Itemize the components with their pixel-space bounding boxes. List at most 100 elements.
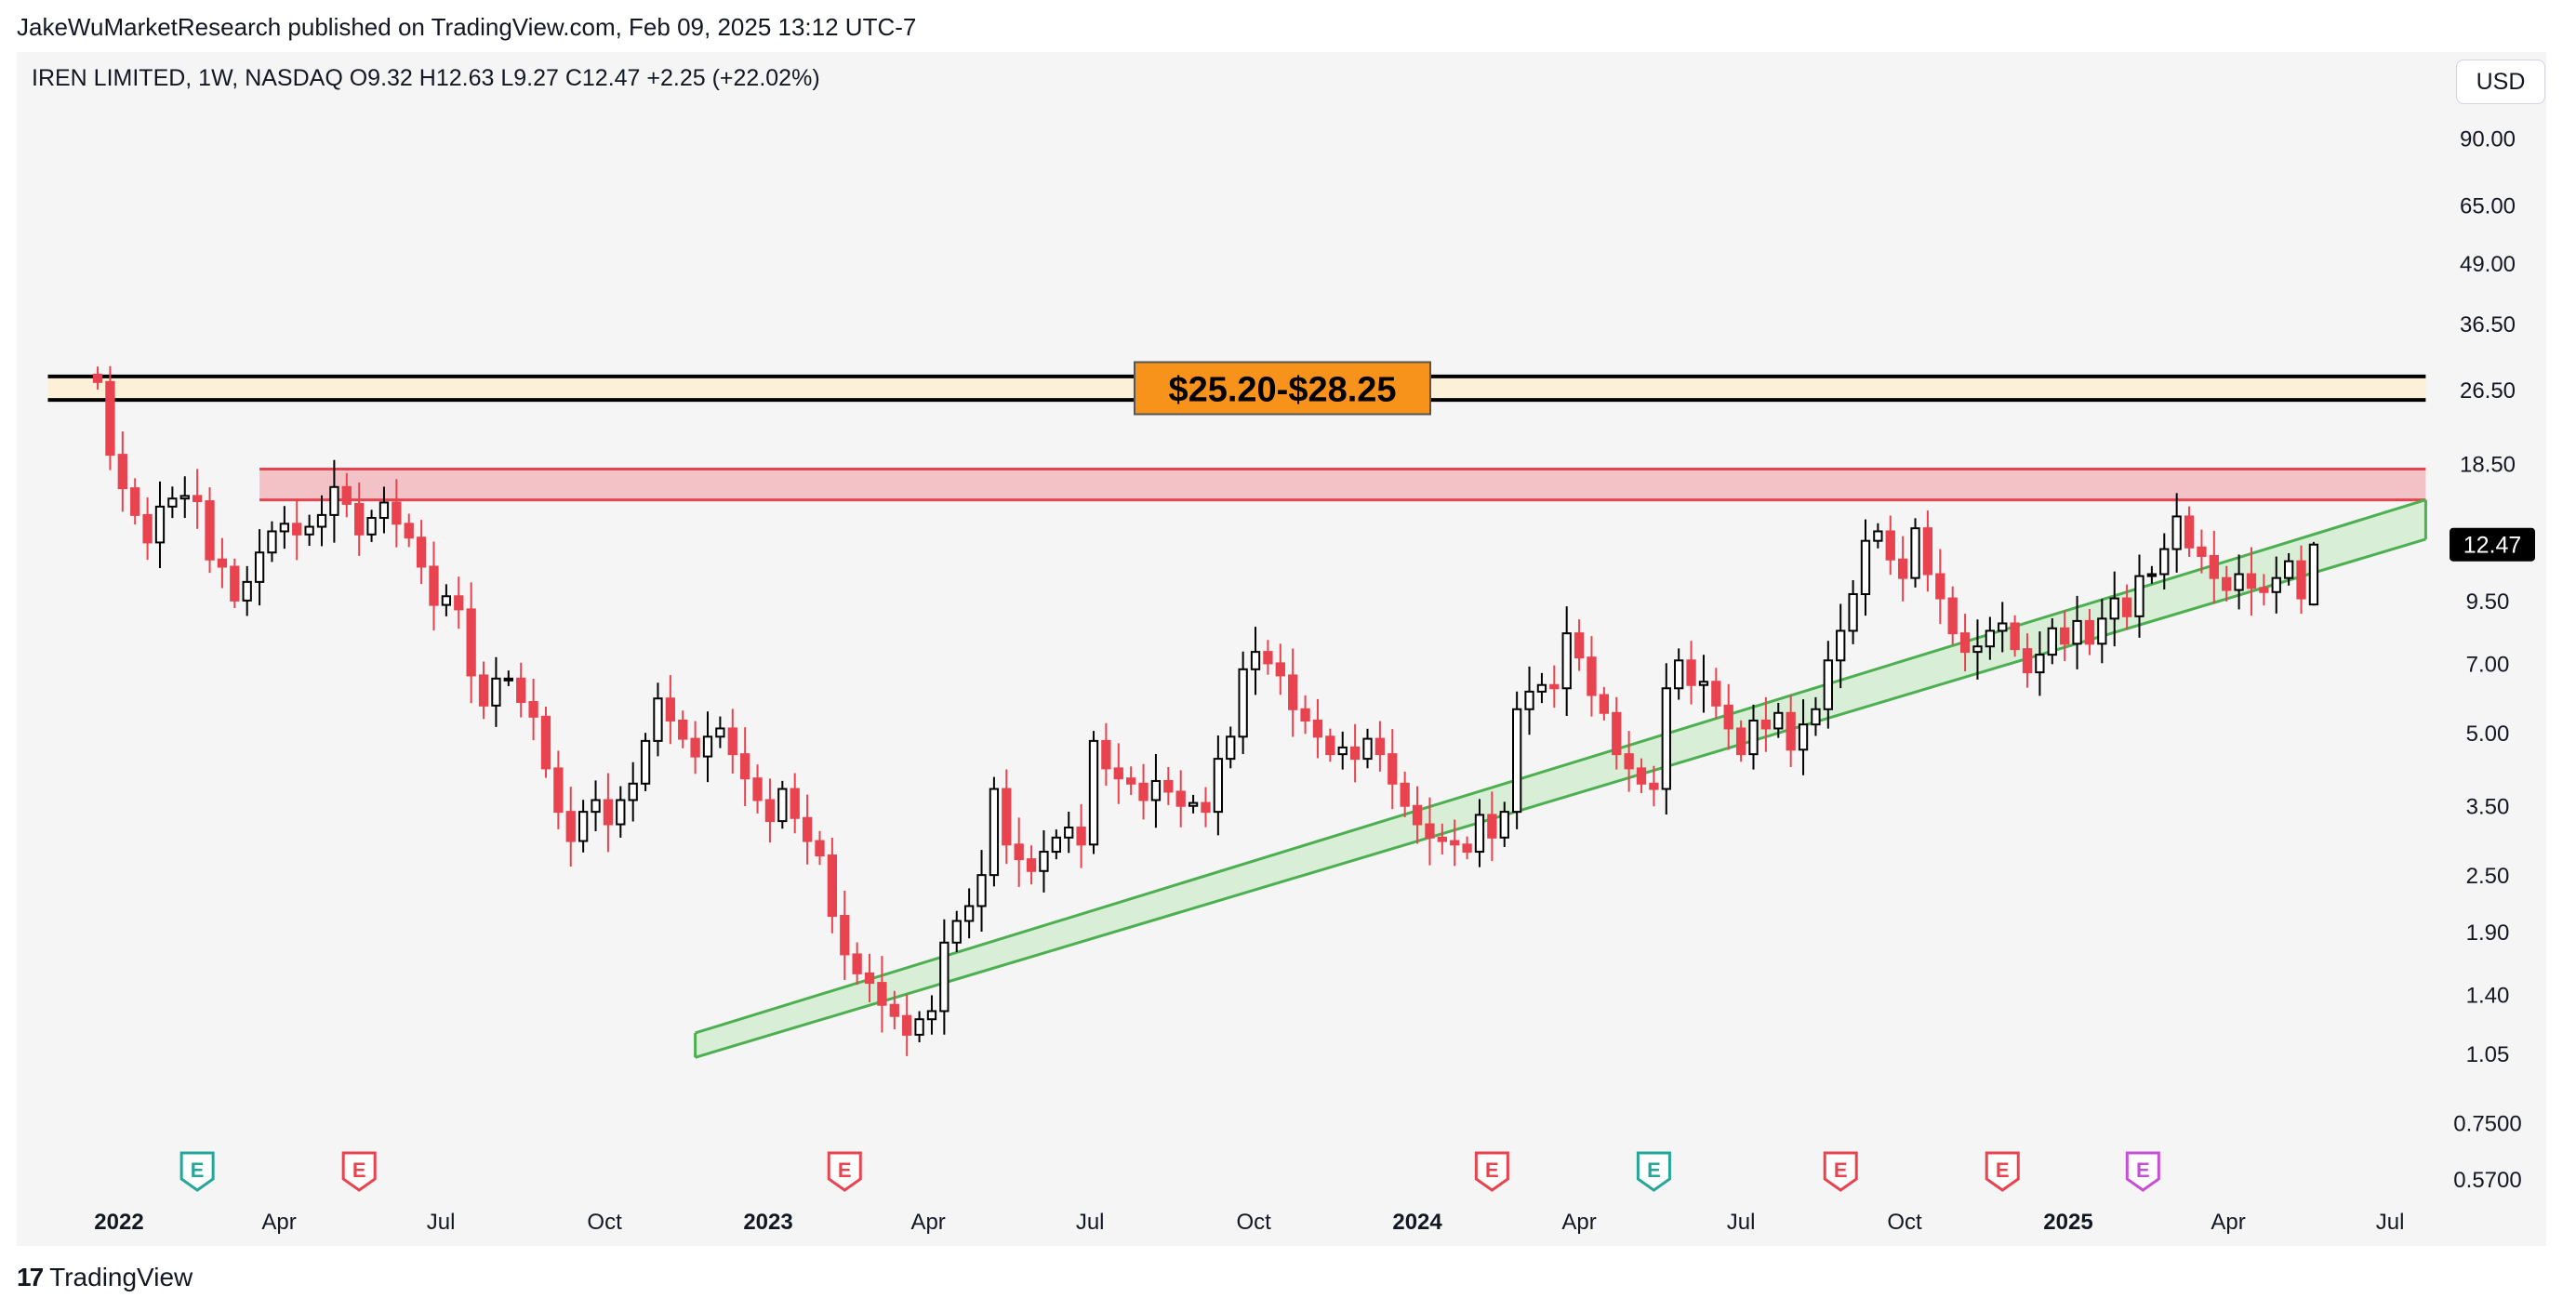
last-price-tag (2450, 527, 2535, 562)
candle-body (1499, 811, 1509, 839)
candle-body (1039, 851, 1049, 872)
candle-body (1275, 662, 1285, 677)
earnings-marker: E (179, 1151, 215, 1192)
candle-body (2209, 554, 2219, 579)
year-tick-label: 2023 (743, 1210, 792, 1235)
earnings-marker-label: E (191, 1159, 205, 1182)
price-tick-label: 1.05 (2466, 1042, 2510, 1067)
candle-body (1524, 690, 1534, 710)
candle-body (292, 523, 302, 536)
price-tick-label: 90.00 (2460, 127, 2516, 152)
earnings-marker-icon (1636, 1151, 1671, 1192)
candle-body (815, 840, 825, 857)
price-tick-label: 9.50 (2466, 589, 2510, 615)
candle-body (2060, 627, 2070, 645)
candle-body (441, 595, 452, 606)
candle-body (2283, 560, 2294, 579)
tradingview-brand[interactable]: 17 TradingView (17, 1263, 193, 1292)
candle-body (553, 767, 564, 814)
price-tick-label: 7.00 (2466, 652, 2510, 677)
candle-body (1873, 530, 1883, 542)
month-tick-label: Oct (587, 1210, 622, 1235)
candle-body (926, 1010, 937, 1021)
candle-body (192, 495, 203, 503)
last-price-label: 12.47 (2463, 533, 2522, 559)
candle-body (130, 487, 140, 516)
earnings-marker-icon (2125, 1151, 2160, 1192)
earnings-marker-icon (1985, 1151, 2020, 1192)
candle-body (105, 380, 115, 457)
candle-body (1002, 788, 1012, 846)
candle-body (616, 799, 626, 826)
candle-body (1711, 681, 1721, 707)
price-tick-label: 65.00 (2460, 194, 2516, 219)
month-tick-label: Jul (427, 1210, 456, 1235)
earnings-marker: E (1985, 1151, 2020, 1192)
month-tick-label: Oct (1236, 1210, 1271, 1235)
candle-body (1101, 739, 1111, 770)
candle-body (902, 1014, 912, 1036)
candle-body (1325, 735, 1335, 756)
price-tick-label: 1.90 (2466, 920, 2510, 946)
candle-body (628, 782, 638, 801)
year-tick-label: 2025 (2043, 1210, 2092, 1235)
month-tick-label: Apr (2211, 1210, 2245, 1235)
candle-body (392, 501, 402, 525)
candle-body (1661, 687, 1671, 790)
candle-body (416, 536, 427, 568)
candle-body (1860, 539, 1871, 596)
earnings-marker-icon (1474, 1151, 1509, 1192)
candle-body (1150, 779, 1162, 801)
candle-body (1985, 629, 1996, 648)
candle-body (1400, 782, 1410, 807)
time-axis[interactable]: 2022 Apr Jul Oct 2023 Apr Jul Oct 2024 Apr Jul Oct 2… (94, 1210, 2404, 1235)
tradingview-logo-icon: 17 (17, 1263, 44, 1291)
candle-body (1947, 597, 1958, 635)
chart-panel[interactable] (17, 52, 2546, 1246)
candle-body (1811, 708, 1821, 726)
candle-body (1288, 674, 1298, 710)
candle-body (802, 816, 813, 842)
candle-body (2222, 576, 2232, 591)
month-tick-label: Apr (261, 1210, 296, 1235)
candle-body (167, 497, 178, 508)
candle-body (914, 1018, 924, 1036)
candle-body (1064, 827, 1074, 839)
candle-body (1213, 758, 1224, 814)
earnings-marker-label: E (1647, 1159, 1661, 1182)
price-tick-label: 3.50 (2466, 795, 2510, 820)
candle-body (1674, 659, 1684, 690)
target-zone-label-box (1134, 361, 1431, 416)
candle-body (2271, 576, 2281, 593)
candle-body (516, 677, 526, 704)
candle-body (790, 788, 800, 819)
candle-body (1935, 573, 1945, 600)
symbol-info-line[interactable]: IREN LIMITED, 1W, NASDAQ O9.32 H12.63 L9… (32, 65, 820, 91)
candle-body (1312, 719, 1323, 738)
candle-body (2097, 617, 2107, 645)
candle-body (1250, 651, 1261, 670)
currency-button[interactable]: USD (2456, 60, 2545, 104)
candle-body (341, 485, 352, 505)
candle-body (179, 495, 190, 500)
candle-body (2171, 515, 2182, 550)
candle-body (230, 565, 240, 602)
earnings-marker: E (1636, 1151, 1671, 1192)
candle-body (1972, 645, 1983, 654)
price-axis[interactable]: 90.0065.0049.0036.5026.5018.5012.509.507… (2450, 127, 2535, 1194)
candle-body (1910, 527, 1920, 579)
candle-body (1175, 790, 1186, 807)
rising-channel-lower-line (695, 537, 2426, 1059)
candle-body (2072, 619, 2082, 645)
candle-body (1636, 767, 1647, 785)
year-tick-label: 2022 (94, 1210, 143, 1235)
price-tick-label: 36.50 (2460, 312, 2516, 338)
candle-body (2184, 515, 2195, 549)
candle-body (254, 551, 265, 583)
candle-body (491, 677, 501, 707)
candle-body (1798, 723, 1809, 751)
candle-body (1362, 737, 1373, 761)
candle-body (1138, 782, 1149, 801)
